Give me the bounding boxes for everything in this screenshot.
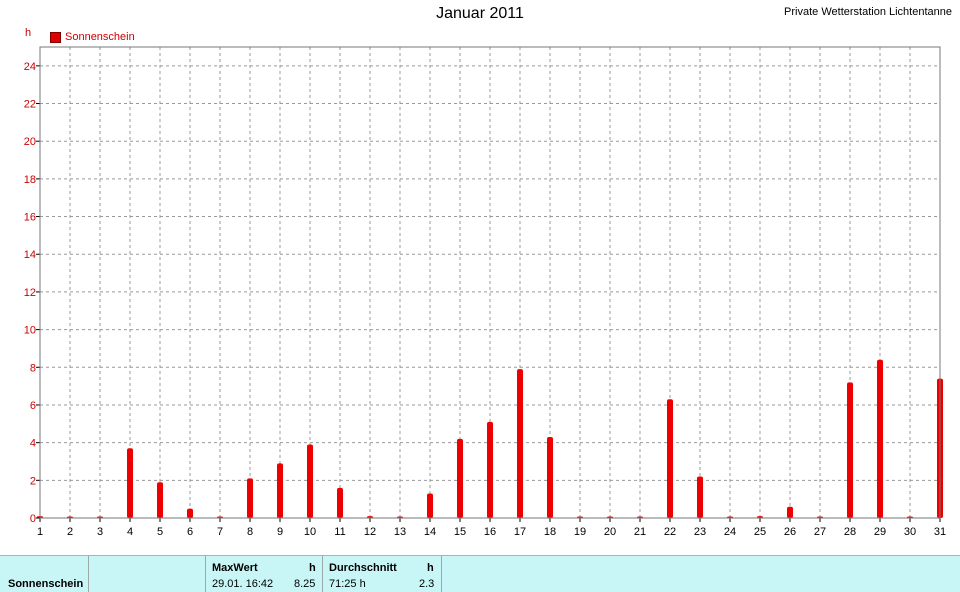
bar-day-11: [337, 487, 343, 518]
x-tick-label: 4: [127, 526, 133, 538]
footer-avg-cell: Durchschnitt h 71:25 h 2.3: [323, 556, 442, 592]
x-tick-label: 25: [754, 526, 766, 538]
avg-unit: h: [427, 562, 434, 574]
x-tick-label: 3: [97, 526, 103, 538]
legend: Sonnenschein: [50, 31, 135, 43]
x-tick-label: 18: [544, 526, 556, 538]
y-tick-label: 14: [24, 249, 36, 261]
x-tick-label: 15: [454, 526, 466, 538]
x-tick-label: 29: [874, 526, 886, 538]
x-tick-label: 22: [664, 526, 676, 538]
y-tick-label: 6: [30, 400, 36, 412]
x-tick-label: 19: [574, 526, 586, 538]
x-tick-label: 11: [334, 526, 345, 538]
x-tick-label: 28: [844, 526, 856, 538]
x-tick-label: 30: [904, 526, 916, 538]
footer-max-cell: MaxWert h 29.01. 16:42 8.25: [206, 556, 323, 592]
avg-value: 2.3: [419, 578, 435, 590]
avg-header: Durchschnitt: [329, 562, 397, 574]
legend-label: Sonnenschein: [65, 31, 135, 43]
legend-swatch: [50, 31, 61, 43]
x-tick-label: 23: [694, 526, 706, 538]
max-unit: h: [309, 562, 316, 574]
max-value: 8.25: [294, 578, 316, 590]
chart-title: Januar 2011: [436, 5, 524, 22]
x-tick-label: 8: [247, 526, 253, 538]
bar-day-8: [247, 478, 253, 518]
bar-day-29: [877, 359, 883, 518]
x-tick-label: 5: [157, 526, 163, 538]
x-tick-label: 9: [277, 526, 283, 538]
bar-day-5: [157, 482, 163, 518]
y-axis-unit: h: [25, 27, 32, 39]
bar-day-26: [787, 506, 793, 518]
bar-day-18: [547, 436, 553, 518]
x-tick-label: 7: [217, 526, 223, 538]
bar-day-14: [427, 493, 433, 518]
x-tick-label: 2: [67, 526, 73, 538]
max-header: MaxWert: [212, 562, 258, 574]
x-tick-label: 12: [364, 526, 376, 538]
y-tick-label: 18: [24, 174, 36, 186]
bar-day-15: [457, 438, 463, 518]
x-tick-label: 13: [394, 526, 406, 538]
bar-day-28: [847, 382, 853, 518]
x-tick-label: 26: [784, 526, 796, 538]
y-tick-label: 16: [24, 212, 36, 224]
y-tick-label: 20: [24, 136, 36, 148]
footer-row-label: Sonnenschein: [8, 578, 84, 590]
x-tick-label: 21: [634, 526, 646, 538]
footer-label-cell: Sonnenschein: [0, 556, 89, 592]
x-tick-label: 1: [37, 526, 43, 538]
x-tick-label: 14: [424, 526, 436, 538]
x-tick-label: 27: [814, 526, 826, 538]
x-tick-label: 31: [934, 526, 946, 538]
y-tick-label: 0: [30, 513, 36, 525]
y-tick-label: 12: [24, 287, 36, 299]
bar-day-9: [277, 463, 283, 518]
bar-day-6: [187, 508, 193, 518]
x-tick-label: 6: [187, 526, 193, 538]
statistics-footer: Sonnenschein MaxWert h 29.01. 16:42 8.25…: [0, 555, 960, 592]
y-tick-label: 8: [30, 362, 36, 374]
x-tick-label: 16: [484, 526, 496, 538]
station-name: Private Wetterstation Lichtentanne: [784, 6, 952, 18]
bar-day-4: [127, 448, 133, 518]
x-tick-label: 24: [724, 526, 736, 538]
x-tick-label: 10: [304, 526, 316, 538]
bar-day-16: [487, 421, 493, 518]
y-tick-label: 24: [24, 61, 36, 73]
y-tick-label: 4: [30, 438, 36, 450]
avg-total: 71:25 h: [329, 578, 366, 590]
y-tick-label: 22: [24, 99, 36, 111]
bar-day-22: [667, 399, 673, 518]
bar-day-17: [517, 369, 523, 518]
x-tick-label: 20: [604, 526, 616, 538]
plot-frame: [39, 46, 941, 519]
max-datetime: 29.01. 16:42: [212, 578, 274, 590]
y-tick-label: 2: [30, 475, 36, 487]
bar-day-23: [697, 476, 703, 518]
y-tick-label: 10: [24, 325, 36, 337]
footer-empty-cell: [89, 556, 206, 592]
x-tick-label: 17: [514, 526, 526, 538]
bar-day-10: [307, 444, 313, 518]
